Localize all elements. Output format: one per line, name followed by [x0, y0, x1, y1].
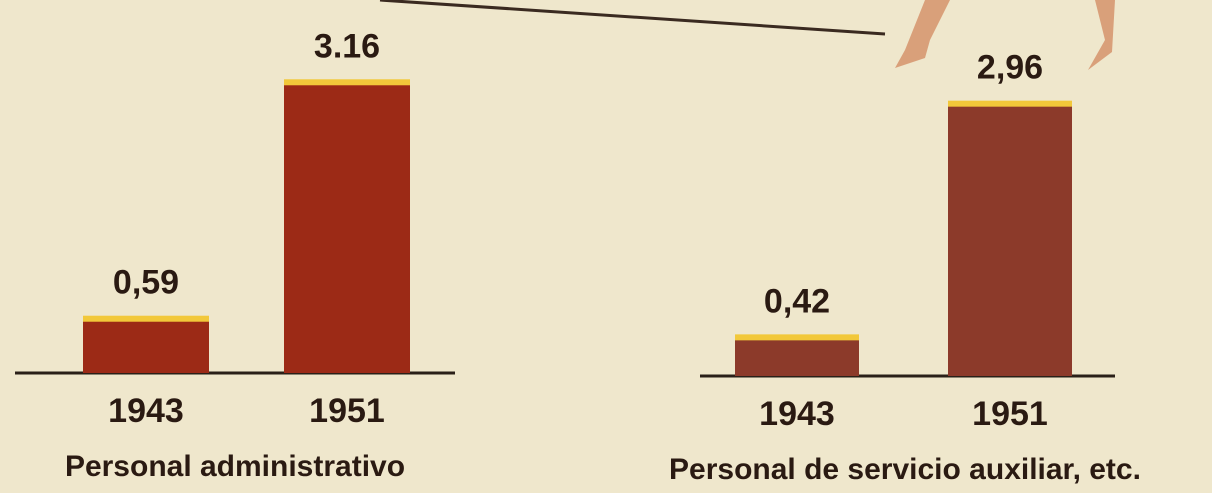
x-tick-label: 1951 [972, 395, 1048, 433]
bar [83, 319, 209, 373]
chart-title: Personal administrativo [65, 450, 405, 483]
x-tick-label: 1951 [309, 392, 385, 430]
x-tick-label: 1943 [759, 395, 835, 433]
bar-highlight [948, 101, 1072, 107]
bar [284, 82, 410, 373]
bar-highlight [735, 334, 859, 340]
bar [735, 337, 859, 376]
chart-title: Personal de servicio auxiliar, etc. [669, 453, 1141, 486]
chart: 0,59 1943 3.16 1951 Personal administrativo 0… [0, 0, 1212, 493]
bar-highlight [284, 79, 410, 85]
value-label: 3.16 [314, 27, 380, 65]
bar-highlight [83, 316, 209, 322]
value-label: 0,59 [113, 264, 179, 302]
x-tick-label: 1943 [108, 392, 184, 430]
bar [948, 104, 1072, 376]
value-label: 2,96 [977, 49, 1043, 87]
value-label: 0,42 [764, 282, 830, 320]
